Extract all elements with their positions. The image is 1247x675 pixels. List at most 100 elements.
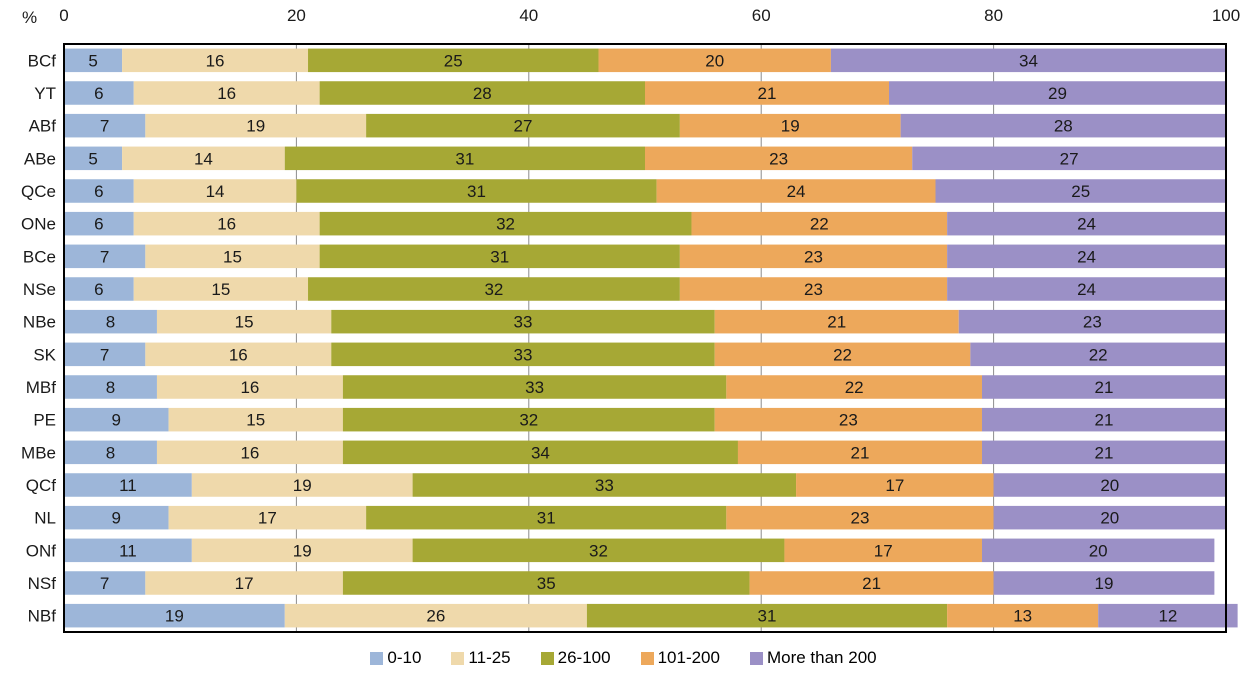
- data-label: 15: [246, 411, 265, 430]
- data-label: 8: [106, 313, 115, 332]
- bar-segment: [64, 211, 134, 236]
- data-label: 9: [112, 509, 121, 528]
- bar-segment: [749, 571, 994, 595]
- data-label: 14: [206, 182, 225, 201]
- bar-segment: [366, 113, 680, 138]
- data-label: 6: [94, 280, 103, 299]
- data-label: 32: [519, 411, 538, 430]
- bar-segment: [64, 146, 123, 171]
- data-label: 31: [537, 509, 556, 528]
- data-label: 29: [1048, 84, 1067, 103]
- data-label: 6: [94, 215, 103, 234]
- legend-label: 0-10: [387, 648, 422, 667]
- data-label: 23: [804, 280, 823, 299]
- bar-segment: [296, 179, 657, 203]
- stacked-bar-chart: 5 16 25 20 34 6 16 28 21 29 7 19 27 19 28 5 14 31 23 27 6 14 3…: [21, 6, 1240, 633]
- data-label: 20: [1089, 541, 1108, 560]
- data-label: 21: [1095, 378, 1114, 397]
- bar-segment: [342, 440, 738, 465]
- data-label: 19: [781, 117, 800, 136]
- bar-segment: [64, 244, 146, 269]
- bar-segment: [691, 211, 948, 236]
- data-label: 8: [106, 443, 115, 462]
- bar-segment: [64, 113, 146, 138]
- data-label: 22: [845, 378, 864, 397]
- category-label: ONe: [21, 215, 56, 234]
- data-label: 23: [1083, 313, 1102, 332]
- bar-segment: [64, 48, 123, 73]
- bar-segment: [168, 407, 343, 432]
- bar-segment: [947, 277, 1226, 301]
- bar-segment: [947, 603, 1099, 628]
- data-label: 33: [525, 378, 544, 397]
- bar-segment: [64, 81, 134, 105]
- bar-segment: [64, 603, 285, 628]
- data-label: 23: [769, 149, 788, 168]
- bar-segment: [586, 603, 948, 628]
- bar-segment: [133, 211, 320, 236]
- bar-segment: [947, 211, 1226, 236]
- data-label: 13: [1013, 607, 1032, 626]
- data-label: 31: [467, 182, 486, 201]
- data-label: 21: [1095, 443, 1114, 462]
- legend-swatch: [370, 651, 384, 665]
- data-label: 15: [223, 247, 242, 266]
- data-label: 5: [88, 149, 97, 168]
- data-label: 25: [444, 51, 463, 70]
- bar-segment: [133, 277, 309, 301]
- data-label: 7: [100, 345, 109, 364]
- bar-segment: [64, 179, 134, 203]
- data-label: 32: [589, 541, 608, 560]
- bar-segment: [342, 375, 727, 399]
- data-labels: 5 16 25 20 34 6 16 28 21 29 7 19 27 19 28 5 14 31 23 27 6 14 3…: [88, 51, 1177, 625]
- category-label: NL: [34, 509, 56, 528]
- category-label: NBe: [23, 313, 56, 332]
- data-label: 33: [514, 345, 533, 364]
- data-label: 23: [851, 509, 870, 528]
- bar-segment: [342, 407, 715, 432]
- bar-segment: [656, 179, 936, 203]
- bar-segment: [145, 342, 332, 367]
- data-label: 22: [833, 345, 852, 364]
- bar-segment: [284, 146, 645, 171]
- data-label: 23: [839, 411, 858, 430]
- bar-segment: [64, 538, 192, 563]
- bar-segment: [64, 277, 134, 301]
- bar-segment: [993, 505, 1226, 530]
- category-label: MBf: [26, 378, 57, 397]
- data-label: 21: [827, 313, 846, 332]
- category-label: YT: [34, 84, 56, 103]
- x-tick-label: 0: [59, 6, 68, 25]
- legend-item: 101-200: [640, 648, 720, 668]
- data-label: 16: [217, 215, 236, 234]
- data-label: 24: [787, 182, 806, 201]
- bar-segment: [191, 473, 413, 497]
- legend: 0-10 11-25 26-100 101-200 More than 200: [0, 648, 1247, 668]
- bar-segment: [598, 48, 831, 73]
- bar-segment: [342, 571, 750, 595]
- plot-frame: [63, 43, 1227, 633]
- data-label: 16: [217, 84, 236, 103]
- legend-item: More than 200: [749, 648, 877, 668]
- bar-segment: [679, 244, 948, 269]
- bar-segment: [331, 309, 715, 334]
- category-label: ABf: [29, 117, 57, 136]
- bar-segment: [331, 342, 715, 367]
- bar-segment: [645, 146, 913, 171]
- bar-segment: [645, 81, 890, 105]
- data-label: 19: [293, 476, 312, 495]
- data-label: 24: [1077, 247, 1096, 266]
- legend-item: 26-100: [540, 648, 611, 668]
- data-label: 16: [206, 51, 225, 70]
- bar-segment: [993, 473, 1226, 497]
- bar-segment: [737, 440, 982, 465]
- data-label: 31: [455, 149, 474, 168]
- legend-swatch: [451, 651, 465, 665]
- data-label: 19: [246, 117, 265, 136]
- category-label: BCe: [23, 247, 56, 266]
- data-label: 6: [94, 84, 103, 103]
- data-label: 31: [490, 247, 509, 266]
- bar-segment: [981, 375, 1226, 399]
- data-label: 19: [1095, 574, 1114, 593]
- bar-segment: [64, 440, 157, 465]
